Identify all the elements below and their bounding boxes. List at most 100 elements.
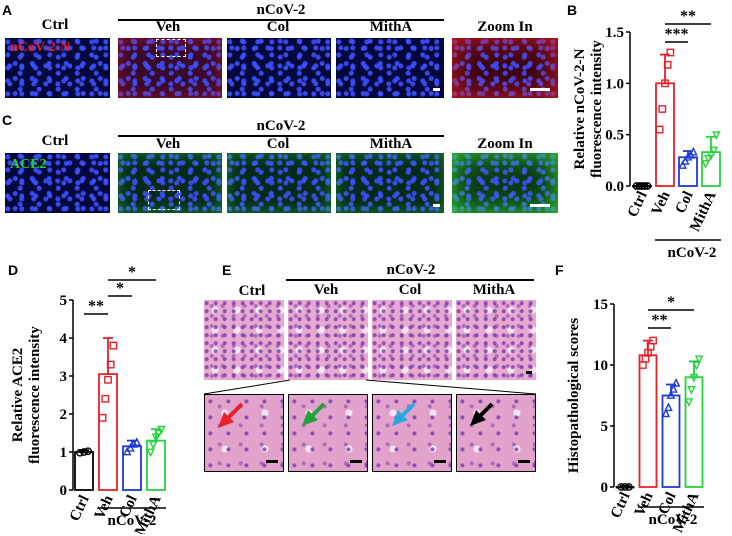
data-point bbox=[157, 425, 166, 435]
c-zoom-box bbox=[148, 190, 180, 210]
data-point bbox=[669, 384, 678, 393]
data-point bbox=[689, 146, 698, 156]
e-ctrl-image bbox=[204, 300, 284, 380]
e-zoom-image-4 bbox=[456, 394, 536, 472]
a-mitha-label: MithA bbox=[369, 19, 413, 35]
data-point bbox=[98, 413, 107, 422]
e-col-image bbox=[372, 300, 452, 380]
significance-label: * bbox=[116, 280, 124, 297]
data-point bbox=[689, 373, 699, 383]
e-veh-image bbox=[288, 300, 368, 380]
data-point bbox=[635, 182, 644, 190]
data-point bbox=[684, 398, 694, 407]
a-ctrl-label: Ctrl bbox=[41, 17, 69, 33]
data-point bbox=[617, 483, 626, 491]
data-point bbox=[148, 440, 158, 450]
e-mitha-image bbox=[456, 300, 536, 380]
group-label: nCoV-2 bbox=[108, 513, 157, 529]
data-point bbox=[678, 160, 687, 169]
data-point bbox=[638, 182, 646, 190]
y-axis-label: Relative nCoV-2-N bbox=[572, 48, 588, 169]
data-point bbox=[703, 154, 713, 164]
a-group-label: nCoV-2 bbox=[256, 2, 306, 18]
data-point bbox=[154, 429, 164, 439]
a-mitha-image bbox=[336, 38, 444, 98]
y-tick-label: 0.5 bbox=[605, 128, 624, 144]
y-tick-label: 5 bbox=[601, 419, 609, 435]
x-tick-label: Veh bbox=[649, 188, 674, 218]
data-point bbox=[663, 60, 672, 69]
c-zoom-scale-bar bbox=[530, 204, 550, 207]
data-point bbox=[692, 361, 701, 371]
c-group-label: nCoV-2 bbox=[256, 118, 306, 134]
e-group-label: nCoV-2 bbox=[386, 262, 436, 278]
significance-label: * bbox=[667, 294, 675, 311]
data-point bbox=[151, 433, 161, 443]
data-point bbox=[661, 408, 671, 418]
significance-label: *** bbox=[665, 26, 689, 43]
chart-d: 0 1 2 3 4 5 Relative ACE2 fluorescence intensit… bbox=[10, 264, 166, 534]
y-tick-label: 0 bbox=[60, 483, 68, 499]
significance-label: ** bbox=[652, 312, 668, 329]
y-tick-label: 1.0 bbox=[605, 76, 624, 92]
red-arrow-icon bbox=[218, 402, 244, 428]
e-group-line bbox=[286, 279, 534, 281]
bar-mitha bbox=[684, 376, 704, 488]
data-point bbox=[80, 448, 88, 456]
y-tick-label: 10 bbox=[593, 358, 608, 374]
data-point bbox=[643, 182, 652, 190]
data-point bbox=[640, 182, 649, 190]
c-scale-bar bbox=[433, 204, 440, 207]
data-point bbox=[655, 125, 664, 134]
data-point bbox=[709, 146, 719, 156]
a-col-image bbox=[227, 38, 331, 98]
data-point bbox=[632, 182, 641, 190]
significance-label: * bbox=[128, 264, 136, 281]
y-tick-label: 0 bbox=[601, 480, 609, 496]
data-point bbox=[694, 355, 704, 365]
data-point bbox=[84, 447, 92, 456]
group-label: nCoV-2 bbox=[649, 512, 698, 528]
e-zoom-image-1 bbox=[204, 394, 284, 472]
data-point bbox=[664, 402, 673, 412]
y-tick-label: 2 bbox=[60, 407, 68, 423]
y-axis-label: fluorescence intensity bbox=[589, 40, 605, 178]
data-point bbox=[109, 341, 118, 350]
bar-veh bbox=[98, 373, 118, 491]
x-tick-label: Col bbox=[673, 189, 697, 216]
panel-label-d: D bbox=[8, 262, 19, 278]
y-tick-label: 5 bbox=[60, 293, 68, 309]
x-tick-label: Ctrl bbox=[625, 189, 651, 220]
panel-label-a: A bbox=[2, 2, 13, 18]
bar-mitha bbox=[146, 439, 166, 491]
c-stain-label: ACE2 bbox=[10, 157, 47, 172]
cyan-arrow-icon bbox=[392, 402, 416, 426]
data-point bbox=[146, 448, 155, 458]
e-arrows bbox=[218, 402, 530, 463]
a-stain-label: nCoV-2-N bbox=[10, 40, 71, 55]
c-col-image bbox=[227, 153, 331, 213]
c-mitha-image bbox=[336, 153, 444, 213]
e-veh-label: Veh bbox=[313, 282, 339, 298]
a-scale-bar bbox=[433, 88, 440, 91]
data-point bbox=[661, 79, 669, 88]
c-ctrl-label: Ctrl bbox=[41, 133, 69, 149]
bar-ctrl bbox=[74, 451, 94, 491]
c-group-line bbox=[118, 135, 444, 137]
e-scale-bar bbox=[526, 371, 532, 374]
c-veh-label: Veh bbox=[155, 136, 181, 152]
group-label: nCoV-2 bbox=[668, 245, 717, 261]
a-ctrl-image bbox=[5, 38, 110, 98]
data-point bbox=[712, 131, 721, 140]
a-veh-label: Veh bbox=[155, 19, 181, 35]
y-tick-label: 4 bbox=[60, 331, 68, 347]
c-zoom-image bbox=[452, 153, 558, 213]
x-tick-label: Ctrl bbox=[608, 490, 634, 521]
c-mitha-label: MithA bbox=[369, 136, 413, 152]
y-tick-label: 15 bbox=[593, 297, 608, 313]
y-axis-label: Relative ACE2 bbox=[10, 348, 26, 443]
y-tick-label: 0.0 bbox=[605, 179, 624, 195]
a-zoom-label: Zoom In bbox=[477, 19, 533, 35]
c-ctrl-image bbox=[5, 153, 110, 213]
y-tick-label: 1 bbox=[60, 445, 68, 461]
